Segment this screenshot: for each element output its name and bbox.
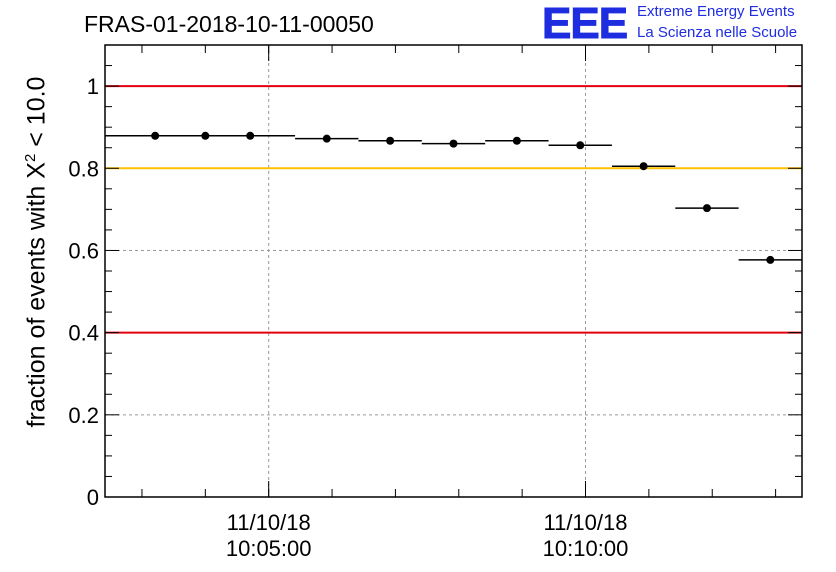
x-tick-date-label: 11/10/18	[543, 510, 627, 535]
chart-title: FRAS-01-2018-10-11-00050	[84, 11, 374, 37]
x-tick-time-label: 10:05:00	[226, 536, 312, 561]
logo-line-2: La Scienza nelle Scuole	[637, 24, 798, 41]
y-tick-label: 0.6	[68, 238, 99, 263]
y-tick-label: 0.4	[68, 321, 99, 346]
data-point	[151, 131, 160, 140]
data-point	[449, 139, 458, 148]
data-point	[512, 136, 521, 145]
plot-frame	[104, 44, 803, 498]
y-tick-label: 0	[87, 485, 99, 510]
data-point	[576, 141, 585, 150]
y-tick-label: 1	[87, 74, 99, 99]
data-point	[766, 255, 775, 264]
data-point	[322, 134, 331, 143]
logo-line-1: Extreme Energy Events	[637, 3, 795, 20]
y-tick-label: 0.2	[68, 403, 99, 428]
data-point	[246, 131, 255, 140]
eee-logo-mark: EEE	[541, 0, 628, 48]
data-point	[702, 204, 711, 213]
data-point	[639, 162, 648, 171]
x-tick-time-label: 10:10:00	[543, 536, 629, 561]
data-point	[386, 136, 395, 145]
y-tick-label: 0.8	[68, 156, 99, 181]
x-tick-date-label: 11/10/18	[227, 510, 311, 535]
